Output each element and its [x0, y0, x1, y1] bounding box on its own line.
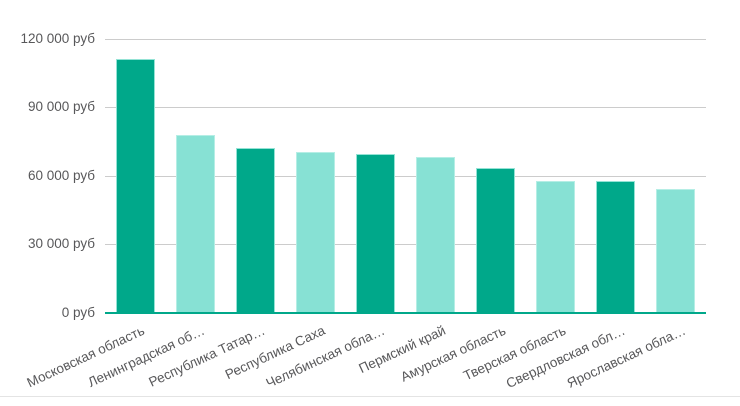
bar-6[interactable]	[416, 157, 456, 313]
bar-1[interactable]	[115, 59, 155, 313]
bottom-divider	[0, 396, 740, 397]
gridline	[105, 38, 706, 40]
bar-2[interactable]	[175, 134, 215, 313]
gridline	[105, 107, 706, 109]
bar-3[interactable]	[235, 148, 275, 313]
bar-5[interactable]	[355, 154, 395, 313]
y-tick-label: 60 000 руб	[27, 167, 95, 183]
y-tick-label: 30 000 руб	[27, 236, 95, 252]
bar-9[interactable]	[596, 181, 636, 313]
gridline	[105, 244, 706, 246]
y-tick-label: 0 руб	[61, 305, 95, 320]
bar-7[interactable]	[476, 167, 516, 313]
y-tick-label: 120 000 руб	[20, 30, 95, 46]
bar-10[interactable]	[656, 189, 696, 313]
gridline	[105, 175, 706, 177]
bar-4[interactable]	[295, 151, 335, 313]
bar-8[interactable]	[536, 181, 576, 313]
x-axis-baseline	[105, 312, 706, 314]
y-tick-label: 90 000 руб	[27, 99, 95, 115]
